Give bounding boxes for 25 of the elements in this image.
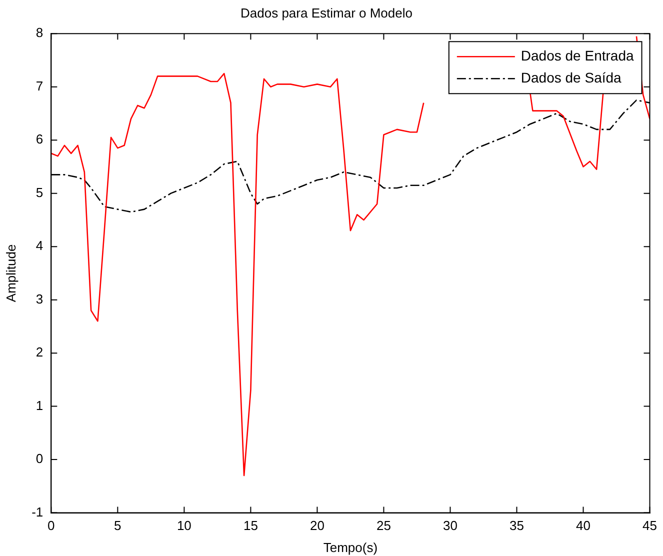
- x-tick-label: 25: [376, 518, 391, 534]
- y-tick-label: 4: [36, 238, 44, 254]
- x-tick-label: 45: [642, 518, 658, 534]
- y-tick-label: 5: [36, 184, 44, 200]
- legend-label: Dados de Entrada: [520, 47, 634, 64]
- x-axis-title: Tempo(s): [323, 540, 378, 555]
- y-tick-label: 6: [36, 132, 44, 147]
- y-tick-label: -1: [32, 504, 44, 520]
- x-tick-label: 30: [443, 518, 458, 534]
- x-tick-label: 5: [114, 518, 122, 534]
- y-tick-label: 3: [36, 291, 44, 306]
- x-tick-label: 10: [176, 518, 192, 534]
- y-tick-label: 7: [36, 78, 44, 94]
- x-tick-label: 35: [510, 518, 524, 534]
- y-tick-label: 0: [36, 451, 44, 466]
- y-tick-label: 1: [36, 398, 44, 413]
- chart-title: Dados para Estimar o Modelo: [240, 5, 412, 20]
- y-axis-title: Amplitude: [3, 244, 18, 302]
- x-tick-label: 40: [576, 518, 590, 534]
- y-tick-label: 8: [36, 25, 44, 40]
- legend-label: Dados de Saída: [520, 69, 622, 86]
- x-tick-label: 20: [310, 518, 324, 534]
- x-tick-label: 15: [243, 518, 258, 534]
- y-tick-label: 2: [36, 344, 44, 360]
- x-tick-label: 0: [48, 518, 55, 534]
